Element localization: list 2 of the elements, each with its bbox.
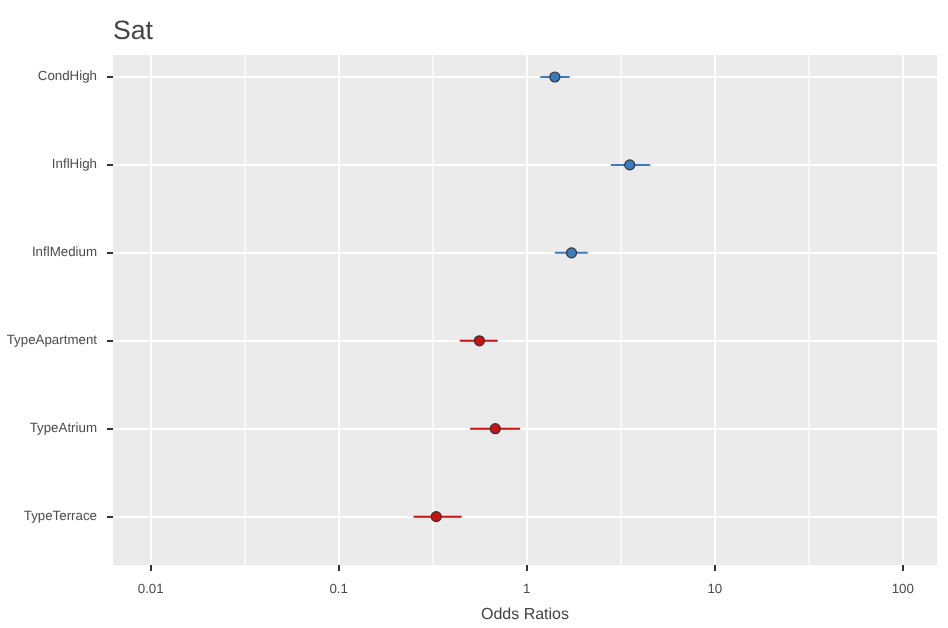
chart-title: Sat: [113, 15, 154, 45]
x-axis-title: Odds Ratios: [480, 605, 570, 623]
